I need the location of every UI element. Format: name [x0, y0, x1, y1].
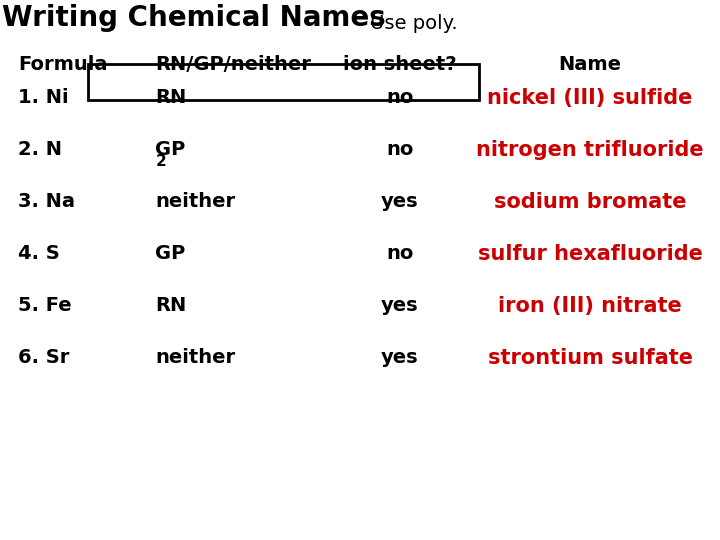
- Text: Name: Name: [559, 55, 621, 74]
- Text: sulfur hexafluoride: sulfur hexafluoride: [477, 244, 703, 264]
- Text: RN: RN: [155, 296, 186, 315]
- Text: 6. Sr: 6. Sr: [18, 348, 69, 367]
- Text: nickel (III) sulfide: nickel (III) sulfide: [487, 88, 693, 108]
- Text: no: no: [387, 88, 414, 107]
- Text: RN/GP/neither: RN/GP/neither: [155, 55, 311, 74]
- Text: strontium sulfate: strontium sulfate: [487, 348, 693, 368]
- Text: sodium bromate: sodium bromate: [494, 192, 686, 212]
- Text: yes: yes: [381, 296, 419, 315]
- Text: no: no: [387, 244, 414, 263]
- Text: neither: neither: [155, 348, 235, 367]
- Text: RN: RN: [155, 88, 186, 107]
- Text: ion sheet?: ion sheet?: [343, 55, 456, 74]
- Text: 1. Ni: 1. Ni: [18, 88, 68, 107]
- Text: Writing Chemical Names: Writing Chemical Names: [2, 4, 386, 32]
- Text: GP: GP: [155, 140, 185, 159]
- Text: GP: GP: [155, 244, 185, 263]
- Text: 5. Fe: 5. Fe: [18, 296, 71, 315]
- Text: Formula: Formula: [18, 55, 107, 74]
- Text: Use poly.: Use poly.: [370, 14, 458, 33]
- Text: 3. Na: 3. Na: [18, 192, 75, 211]
- Text: nitrogen trifluoride: nitrogen trifluoride: [476, 140, 704, 160]
- Bar: [88, 64, 480, 100]
- Text: iron (III) nitrate: iron (III) nitrate: [498, 296, 682, 316]
- Text: 2. N: 2. N: [18, 140, 62, 159]
- Text: 4. S: 4. S: [18, 244, 60, 263]
- Text: 2: 2: [156, 154, 166, 170]
- Text: yes: yes: [381, 192, 419, 211]
- Text: yes: yes: [381, 348, 419, 367]
- Text: neither: neither: [155, 192, 235, 211]
- Text: no: no: [387, 140, 414, 159]
